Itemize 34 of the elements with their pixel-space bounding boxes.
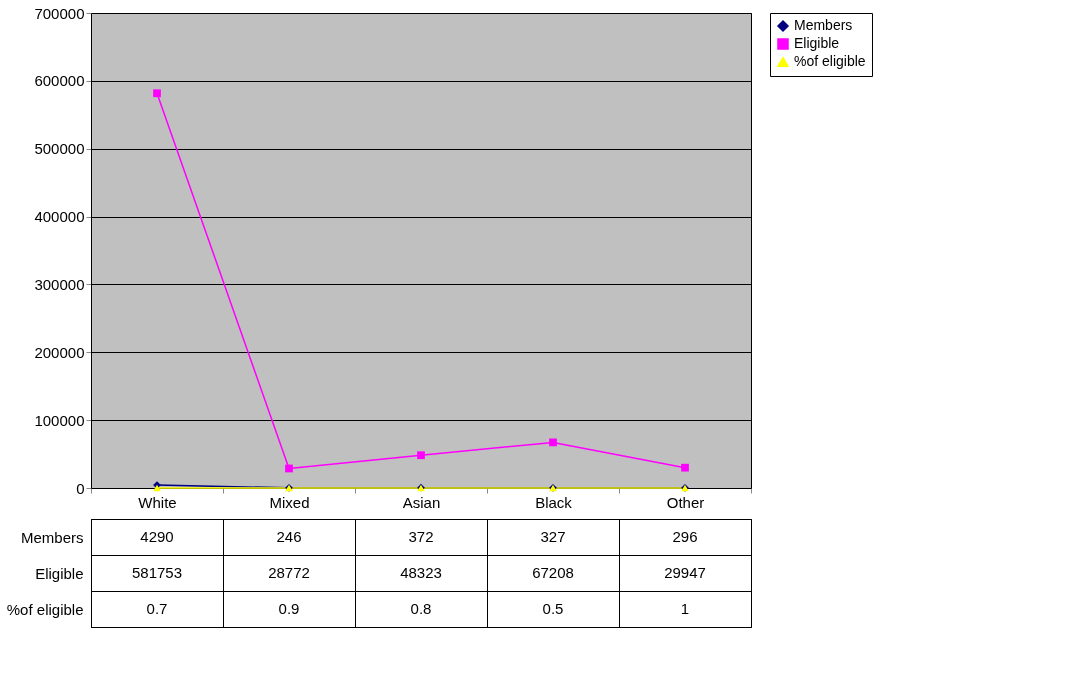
data-label: 29947 <box>664 564 706 581</box>
y-tick-label: 200000 <box>34 343 85 361</box>
text: Eligible <box>35 564 84 582</box>
y-tick-label: 700000 <box>34 4 85 22</box>
data-label: 581753 <box>131 564 183 581</box>
data-label: 28772 <box>268 564 310 581</box>
data-label: 4290 <box>140 528 174 545</box>
legend-label: %of eligible <box>794 53 866 69</box>
y-tick-label: 400000 <box>34 208 85 226</box>
y-tick-label: 0 <box>76 479 85 497</box>
y-tick-label: 100000 <box>34 411 85 429</box>
data-label: 296 <box>672 528 698 545</box>
y-tick-label: 300000 <box>34 275 85 293</box>
data-label: 67208 <box>532 564 574 581</box>
legend-label: Eligible <box>794 35 840 51</box>
text: Members <box>20 528 84 546</box>
data-label: 0.9 <box>278 600 300 617</box>
data-label: 0.5 <box>542 600 564 617</box>
data-label: 1 <box>680 600 690 617</box>
x-tick-label: Mixed <box>269 493 310 511</box>
legend-label: Members <box>794 17 853 33</box>
data-label: 327 <box>540 528 566 545</box>
data-label: 246 <box>276 528 302 545</box>
x-tick-label: Black <box>535 493 573 511</box>
y-tick-label: 500000 <box>34 140 85 158</box>
data-label: 48323 <box>400 564 442 581</box>
x-tick-label: White <box>138 493 177 511</box>
data-label: 0.7 <box>146 600 168 617</box>
y-tick-label: 600000 <box>34 72 85 90</box>
text: %of eligible <box>6 600 84 618</box>
data-label: 0.8 <box>410 600 432 617</box>
x-tick-label: Other <box>666 493 705 511</box>
x-tick-label: Asian <box>402 493 441 511</box>
data-label: 372 <box>408 528 434 545</box>
